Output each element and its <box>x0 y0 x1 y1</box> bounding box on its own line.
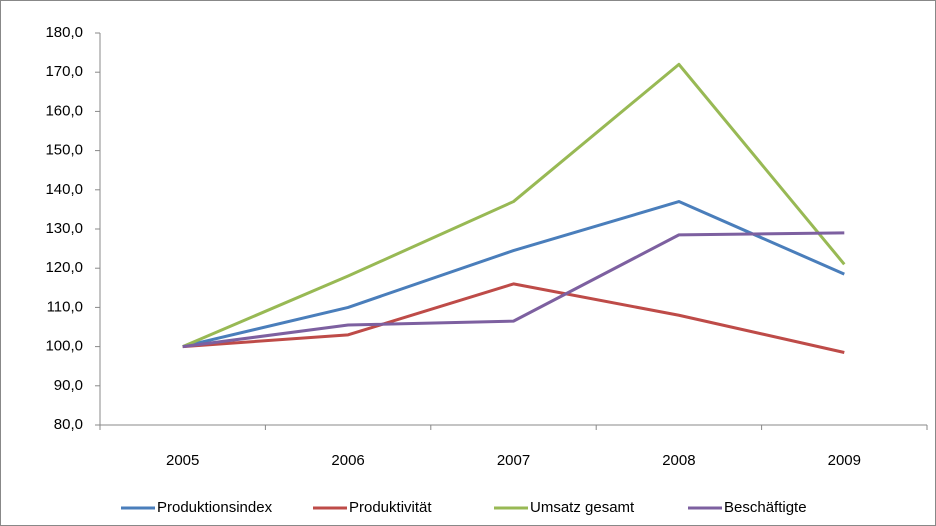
y-tick-label: 90,0 <box>54 377 83 394</box>
legend-label: Umsatz gesamt <box>530 499 635 516</box>
y-tick-label: 110,0 <box>47 298 83 315</box>
line-series <box>182 231 845 349</box>
y-tick-label: 140,0 <box>45 181 83 198</box>
y-tick-label: 170,0 <box>45 63 83 80</box>
legend-label: Produktionsindex <box>157 499 273 516</box>
y-tick-label: 160,0 <box>45 102 83 119</box>
x-tick-label: 2008 <box>662 452 695 469</box>
y-tick-label: 180,0 <box>45 24 83 41</box>
y-tick-label: 100,0 <box>45 338 83 355</box>
legend-label: Produktivität <box>349 499 432 516</box>
x-tick-label: 2005 <box>166 452 199 469</box>
x-tick-label: 2007 <box>497 452 530 469</box>
x-tick-label: 2006 <box>331 452 364 469</box>
y-tick-label: 150,0 <box>45 142 83 159</box>
y-tick-label: 130,0 <box>45 220 83 237</box>
x-tick-label: 2009 <box>828 452 861 469</box>
line-series <box>182 200 845 349</box>
y-tick-label: 120,0 <box>45 259 83 276</box>
line-series <box>182 282 845 354</box>
legend-label: Beschäftigte <box>724 499 807 516</box>
y-tick-label: 80,0 <box>54 416 83 433</box>
line-series <box>182 62 846 348</box>
